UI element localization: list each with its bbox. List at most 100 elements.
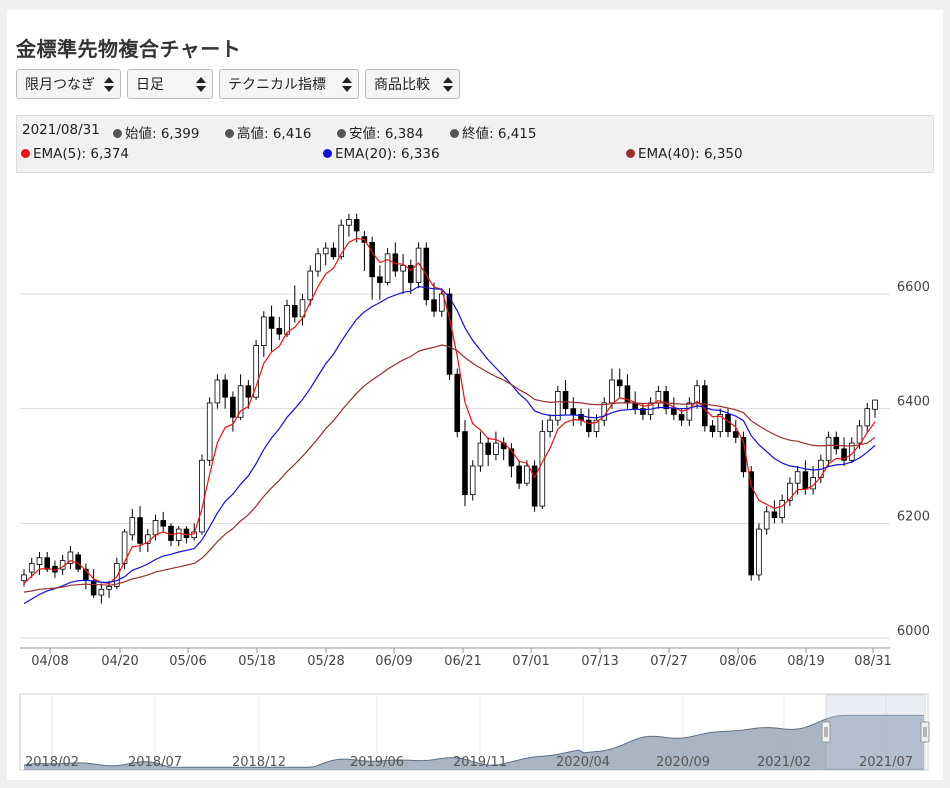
candle-down-body <box>330 247 337 258</box>
candle-down-body <box>183 528 190 539</box>
candle-up-body <box>825 436 832 461</box>
candle-down-body <box>485 442 491 455</box>
candle-down-body <box>671 408 677 415</box>
candle-down-body <box>245 385 252 398</box>
timeframe-select[interactable]: 日足 <box>127 69 213 99</box>
candle <box>253 339 259 401</box>
candle <box>377 265 383 300</box>
navigator-label: 2020/04 <box>556 755 610 770</box>
candle-down-body <box>678 413 685 421</box>
navigator: 2018/02 2018/07 2018/12 2019/06 2019/11 2020/… <box>19 693 930 771</box>
candle <box>477 431 484 472</box>
candle-up-body <box>384 253 391 283</box>
candle <box>230 391 236 432</box>
candle <box>237 374 244 421</box>
candle-up-body <box>856 425 863 444</box>
candle-down-body <box>748 471 755 576</box>
candle-up-body <box>547 419 553 432</box>
info-date: 2021/08/31 <box>22 122 100 138</box>
candle <box>454 368 461 438</box>
candle-down-body <box>291 305 298 318</box>
candle-down-body <box>268 316 275 329</box>
candle <box>98 583 105 604</box>
candle-down-body <box>446 293 453 375</box>
candle <box>779 494 785 524</box>
candle-down-body <box>833 436 840 450</box>
candle-down-body <box>377 276 383 283</box>
navigator-selection <box>825 694 926 770</box>
candle-up-body <box>779 499 785 518</box>
select-arrows-icon <box>104 77 114 93</box>
candle <box>384 248 391 286</box>
candle <box>408 259 414 294</box>
candle <box>709 420 716 438</box>
candle <box>578 408 584 426</box>
ema20-dot-icon <box>323 149 332 158</box>
candle-down-body <box>732 431 739 438</box>
candle-down-body <box>841 448 847 461</box>
candle <box>144 529 151 552</box>
select-arrows-icon <box>342 77 352 93</box>
high-dot-icon <box>225 129 234 138</box>
x-tick-label: 05/06 <box>169 654 206 669</box>
candle <box>83 563 89 590</box>
candle-up-body <box>28 563 35 573</box>
info-ema5: EMA(5): 6,374 <box>21 146 129 162</box>
navigator-handle[interactable] <box>821 721 831 743</box>
info-close: 終値: 6,415 <box>450 122 537 142</box>
ohlc-info-panel: 2021/08/31 始値: 6,399 高値: 6,416 安値: 6,384… <box>16 115 934 173</box>
candle-up-body <box>152 520 159 536</box>
candle <box>90 569 97 598</box>
ema20-line <box>23 285 876 605</box>
navigator-label: 2018/02 <box>25 755 79 770</box>
candle <box>75 552 81 573</box>
candle <box>864 402 871 432</box>
candle-up-body <box>787 482 793 501</box>
navigator-label: 2019/11 <box>453 755 507 770</box>
candle <box>346 213 352 237</box>
compare-product-select[interactable]: 商品比較 <box>365 69 460 99</box>
info-ema20: EMA(20): 6,336 <box>323 146 440 162</box>
candle-up-body <box>524 465 530 484</box>
candle <box>485 437 491 466</box>
candle <box>469 460 476 501</box>
candle-up-body <box>593 419 600 432</box>
x-tick-label: 06/09 <box>375 654 412 669</box>
candle <box>524 460 530 487</box>
timeframe-label: 日足 <box>136 77 164 93</box>
candle <box>531 460 538 512</box>
contract-month-select[interactable]: 限月つなぎ <box>16 69 121 99</box>
x-tick-label: 08/06 <box>719 654 756 669</box>
candle-down-body <box>709 425 716 433</box>
ema5-dot-icon <box>21 149 30 158</box>
candle <box>493 431 499 461</box>
candle-up-body <box>67 551 74 564</box>
select-arrows-icon <box>443 77 453 93</box>
info-high: 高値: 6,416 <box>225 122 312 142</box>
candle-up-body <box>438 293 445 312</box>
candle-down-body <box>616 379 623 387</box>
candle <box>400 253 406 294</box>
navigator-handle[interactable] <box>920 721 930 743</box>
candle <box>175 526 182 547</box>
x-tick-label: 05/28 <box>307 654 344 669</box>
y-tick-label: 6400 <box>897 395 930 410</box>
technical-indicator-select[interactable]: テクニカル指標 <box>219 69 359 99</box>
candle-up-body <box>400 264 406 272</box>
candle-up-body <box>756 528 762 576</box>
candle-down-body <box>90 580 97 596</box>
candle <box>28 557 35 578</box>
ema-lines <box>23 237 876 605</box>
candle-down-body <box>771 511 778 519</box>
x-tick-label: 07/27 <box>650 654 687 669</box>
candle-up-body <box>717 413 724 432</box>
candle-up-body <box>539 431 546 507</box>
candle-down-body <box>516 465 522 484</box>
candle <box>261 311 267 358</box>
x-tick-label: 08/31 <box>854 654 891 669</box>
candle-down-body <box>222 379 228 398</box>
candle <box>787 477 793 507</box>
candle-down-body <box>276 327 283 335</box>
candle-down-body <box>423 247 430 301</box>
candle-down-body <box>585 419 592 432</box>
